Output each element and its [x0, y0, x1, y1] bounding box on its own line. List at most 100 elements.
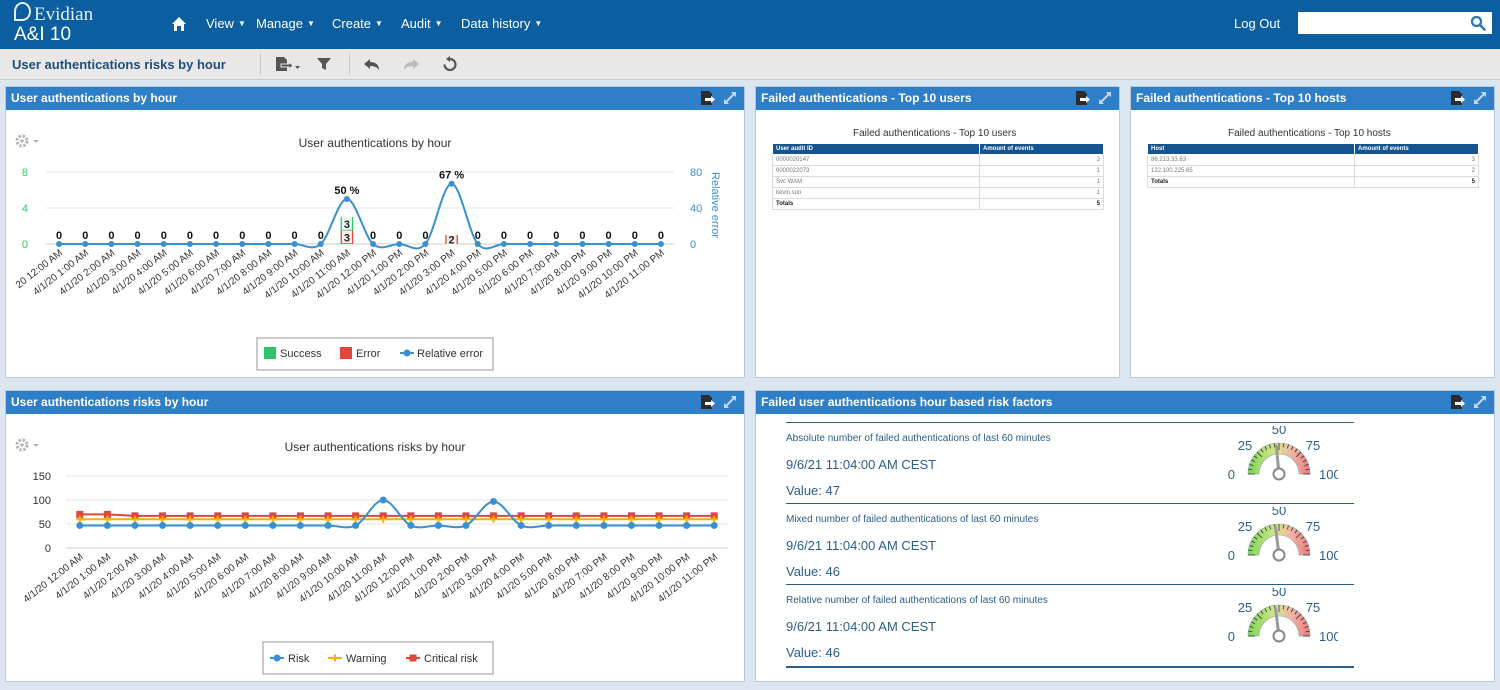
gauge-tick	[1294, 610, 1298, 615]
relative-error-point	[396, 241, 403, 247]
legend-label: Critical risk	[424, 653, 478, 665]
gauge-tick-label: 100	[1319, 467, 1338, 482]
point-label: 0	[213, 230, 219, 242]
table-row: 0000020147 2	[772, 154, 1104, 166]
gauge-tick	[1294, 529, 1298, 534]
risk-point	[517, 521, 525, 529]
gauge-tick	[1269, 525, 1272, 530]
cell-user: 0000022073	[772, 165, 980, 177]
gauge-tick	[1269, 444, 1272, 449]
export-icon[interactable]	[274, 56, 302, 72]
point-label: 0	[108, 230, 114, 242]
totals-label: Totals	[772, 198, 980, 210]
gauge-tick	[1253, 536, 1258, 540]
risk-point	[545, 521, 553, 529]
page-title: User authentications risks by hour	[12, 57, 226, 72]
gauge-tick	[1286, 606, 1289, 611]
chart-options-icon[interactable]	[12, 434, 42, 456]
gauge-tick	[1295, 613, 1302, 620]
cell-amount: 2	[979, 154, 1104, 166]
risk-factor-value: Value: 47	[786, 483, 840, 498]
filter-icon[interactable]	[315, 56, 333, 72]
export-icon[interactable]	[1074, 90, 1090, 106]
export-icon[interactable]	[699, 394, 715, 410]
y-tick-left: 4	[22, 203, 28, 215]
point-label: 0	[422, 230, 428, 242]
relative-error-point	[553, 241, 560, 247]
totals-value: 5	[979, 198, 1104, 210]
totals-value: 5	[1354, 176, 1479, 188]
table-caption: Failed authentications - Top 10 hosts	[1228, 128, 1391, 139]
warning-point	[103, 515, 111, 523]
gauge-tick	[1286, 525, 1289, 530]
relative-error-point	[500, 241, 507, 247]
risk-factor-value: Value: 46	[786, 645, 840, 660]
maximize-icon[interactable]	[722, 90, 738, 106]
relative-error-point	[631, 241, 638, 247]
nav-audit[interactable]: Audit ▼	[401, 16, 443, 31]
gauge-tick	[1256, 532, 1263, 539]
reset-icon[interactable]	[441, 56, 459, 72]
export-icon[interactable]	[699, 90, 715, 106]
redo-icon[interactable]	[402, 56, 420, 72]
maximize-icon[interactable]	[1472, 394, 1488, 410]
panel-header: User authentications risks by hour	[6, 391, 744, 414]
warning-point	[131, 515, 139, 523]
home-icon[interactable]	[171, 16, 187, 32]
nav-manage[interactable]: Manage ▼	[256, 16, 315, 31]
warning-point	[462, 515, 470, 523]
gauge-hub	[1272, 548, 1286, 562]
point-label: 0	[606, 230, 612, 242]
nav-data-history[interactable]: Data history ▼	[461, 16, 543, 31]
cell-user: Svc WAM	[772, 176, 980, 188]
relative-error-point	[108, 241, 115, 247]
legend-label-error: Error	[356, 348, 381, 360]
warning-point	[159, 515, 167, 523]
column-header: User audit ID	[772, 143, 980, 155]
maximize-icon[interactable]	[1472, 90, 1488, 106]
top-bar: Evidian A&I 10 View ▼ Manage ▼ Create ▼ Aud…	[0, 0, 1500, 49]
export-icon[interactable]	[1449, 394, 1465, 410]
maximize-icon[interactable]	[722, 394, 738, 410]
point-label: 0	[265, 230, 271, 242]
risk-gauge: 025 50 75 100	[1228, 426, 1338, 482]
series-line-critical-risk	[79, 513, 715, 517]
relative-error-line	[59, 182, 661, 250]
panel-auth-by-hour: User authentications by hour User authen…	[5, 86, 745, 378]
chart-options-icon[interactable]	[12, 130, 42, 152]
maximize-icon[interactable]	[1097, 90, 1113, 106]
cell-amount: 1	[979, 187, 1104, 199]
gauge-tick-label: 50	[1272, 507, 1286, 518]
chart-title: User authentications by hour	[299, 136, 452, 150]
table-row: 86.213.33.63 3	[1147, 154, 1479, 166]
search-icon[interactable]	[1470, 15, 1486, 31]
series-line-risk	[79, 498, 715, 529]
y-axis-label-right: Relative error	[709, 172, 721, 238]
gauge-tick	[1249, 626, 1254, 629]
gauge-tick-label: 75	[1306, 519, 1320, 534]
y-tick: 150	[33, 471, 51, 483]
logout-link[interactable]: Log Out	[1234, 16, 1281, 31]
undo-icon[interactable]	[363, 56, 381, 72]
nav-view[interactable]: View ▼	[206, 16, 246, 31]
risk-point	[159, 521, 167, 529]
warning-point	[683, 515, 691, 523]
gauge-tick	[1286, 444, 1289, 449]
search-input[interactable]	[1298, 12, 1492, 34]
nav-create[interactable]: Create ▼	[332, 16, 383, 31]
warning-point	[214, 515, 222, 523]
point-label: 0	[527, 230, 533, 242]
cell-host: 122.100.225.65	[1147, 165, 1355, 177]
top-hosts-table: Host Amount of events 86.213.33.63 3 122.…	[1147, 143, 1479, 188]
warning-point	[324, 515, 332, 523]
gauge-tick	[1273, 443, 1276, 448]
point-label: 0	[187, 230, 193, 242]
risk-point	[103, 521, 111, 529]
risk-point	[655, 521, 663, 529]
export-icon[interactable]	[1449, 90, 1465, 106]
gauge-hub	[1272, 629, 1286, 643]
logo-text: Evidian	[34, 4, 94, 25]
panel-title: Failed authentications - Top 10 hosts	[1136, 91, 1347, 105]
bar-label-error: 2	[449, 235, 455, 247]
